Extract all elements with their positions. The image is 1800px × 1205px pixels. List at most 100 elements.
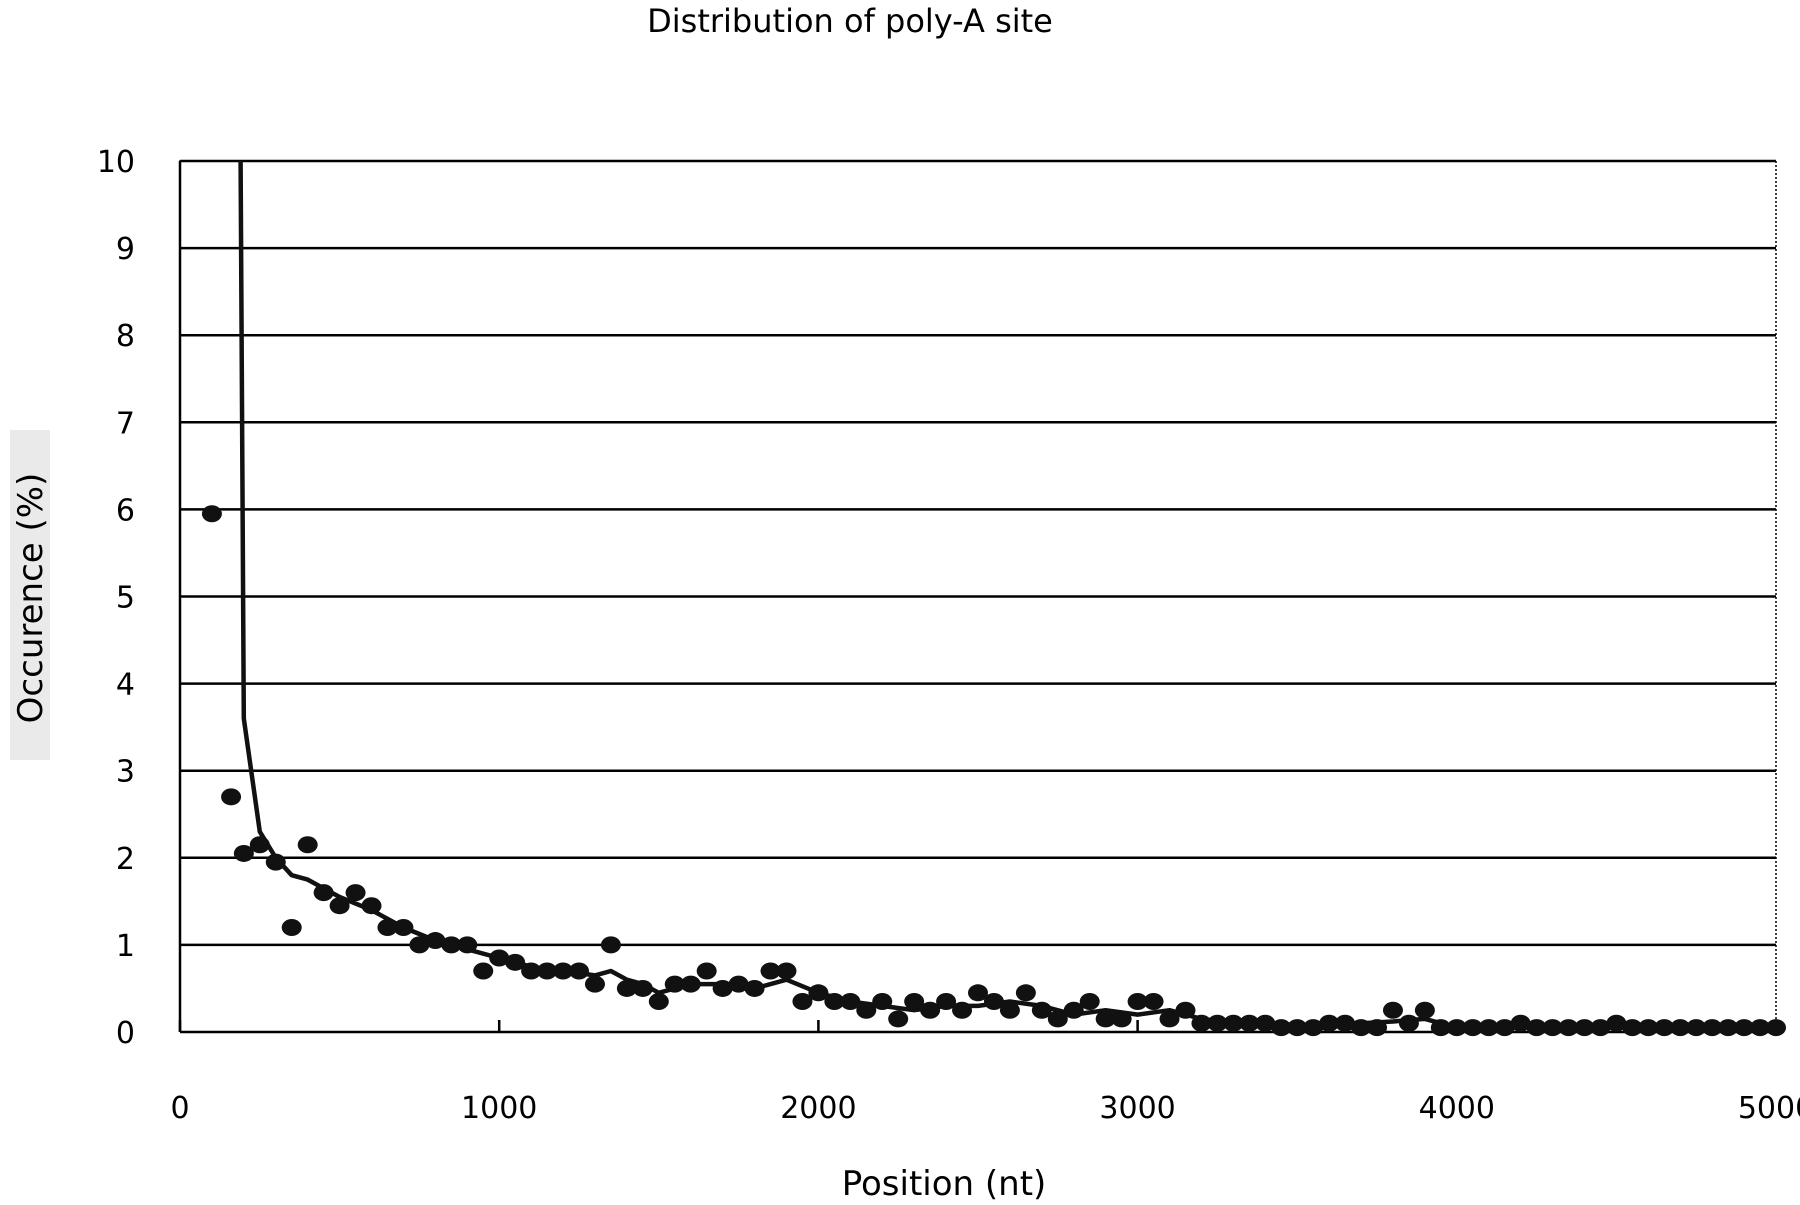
data-point [409, 936, 430, 954]
data-point [1430, 1019, 1451, 1037]
data-point [872, 993, 893, 1011]
data-point [792, 993, 813, 1011]
data-point [1510, 1014, 1531, 1032]
data-point [345, 884, 366, 902]
data-series [201, 160, 1786, 1037]
y-axis-ticks: 0 1 2 3 4 5 6 7 8 9 10 [97, 145, 135, 1051]
data-point [361, 897, 382, 915]
x-tick-label: 2000 [780, 1091, 856, 1126]
y-tick-label: 5 [116, 581, 135, 616]
data-point [712, 979, 733, 997]
y-tick-label: 0 [116, 1016, 135, 1051]
data-point [600, 936, 621, 954]
data-point [1271, 1019, 1292, 1037]
data-point [824, 993, 845, 1011]
data-point [1015, 984, 1036, 1002]
data-point [920, 1001, 941, 1019]
data-point [1734, 1019, 1755, 1037]
y-axis-title-group: Occurence (%) [10, 430, 51, 760]
data-point [221, 788, 242, 806]
data-point [1095, 1010, 1116, 1028]
data-point [1654, 1019, 1675, 1037]
data-point [1287, 1019, 1308, 1037]
y-tick-label: 3 [116, 755, 135, 790]
y-tick-label: 1 [116, 929, 135, 964]
data-point [1670, 1019, 1691, 1037]
data-point [1255, 1014, 1276, 1032]
data-point [1207, 1014, 1228, 1032]
data-point [249, 836, 270, 854]
data-point [1446, 1019, 1467, 1037]
data-point [983, 993, 1004, 1011]
data-point [505, 953, 526, 971]
data-point [760, 962, 781, 980]
data-point [808, 984, 829, 1002]
data-point [856, 1001, 877, 1019]
data-point [1766, 1019, 1786, 1037]
data-point [1622, 1019, 1643, 1037]
data-point [1111, 1010, 1132, 1028]
data-point [1239, 1014, 1260, 1032]
data-point [281, 918, 302, 936]
data-point [313, 884, 334, 902]
y-tick-label: 10 [97, 145, 135, 180]
x-tick-label: 0 [170, 1091, 189, 1126]
data-point [1047, 1010, 1068, 1028]
data-point [1526, 1019, 1547, 1037]
data-point [1223, 1014, 1244, 1032]
data-point [1175, 1001, 1196, 1019]
y-tick-label: 4 [116, 668, 135, 703]
data-point [632, 979, 653, 997]
data-point [840, 993, 861, 1011]
data-point [1718, 1019, 1739, 1037]
y-tick-label: 9 [116, 232, 135, 267]
data-point [999, 1001, 1020, 1019]
data-point [1558, 1019, 1579, 1037]
data-point [1159, 1010, 1180, 1028]
data-point [1494, 1019, 1515, 1037]
y-tick-label: 8 [116, 319, 135, 354]
data-point [1335, 1014, 1356, 1032]
data-point [265, 853, 286, 871]
data-point [888, 1010, 909, 1028]
data-point [1382, 1001, 1403, 1019]
data-point [233, 844, 254, 862]
data-point [329, 897, 350, 915]
data-point [1414, 1001, 1435, 1019]
y-tick-label: 7 [116, 406, 135, 441]
data-point [489, 949, 510, 967]
data-point [569, 962, 589, 980]
data-point [1686, 1019, 1707, 1037]
data-point [1303, 1019, 1324, 1037]
data-point [952, 1001, 973, 1019]
data-point [744, 979, 765, 997]
data-point [297, 836, 318, 854]
data-point [457, 936, 478, 954]
data-point [473, 962, 494, 980]
data-point [1143, 993, 1164, 1011]
data-point [521, 962, 542, 980]
data-point [1702, 1019, 1723, 1037]
data-point [616, 979, 637, 997]
x-tick-label: 3000 [1099, 1091, 1175, 1126]
y-tick-label: 2 [116, 842, 135, 877]
data-point [1542, 1019, 1563, 1037]
data-point [1590, 1019, 1611, 1037]
x-axis-title: Position (nt) [842, 1164, 1047, 1204]
data-point [696, 962, 717, 980]
data-point [1574, 1019, 1595, 1037]
data-point [728, 975, 749, 993]
data-point [425, 932, 446, 950]
data-point [968, 984, 988, 1002]
data-point [377, 918, 398, 936]
data-point [553, 962, 574, 980]
data-point [441, 936, 462, 954]
data-point [1638, 1019, 1659, 1037]
data-point [584, 975, 605, 993]
x-axis-ticks: 0 1000 2000 3000 4000 5000 [170, 1020, 1800, 1126]
data-point [664, 975, 685, 993]
chart-title: Distribution of poly-A site [647, 2, 1053, 40]
data-point [680, 975, 701, 993]
gridlines [178, 159, 1776, 1034]
